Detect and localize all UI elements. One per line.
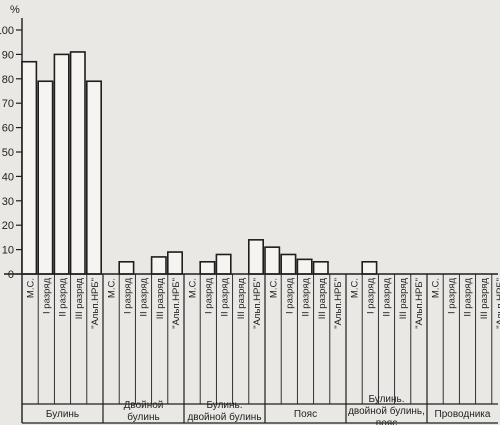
bar-category-label: I разряд <box>123 278 134 314</box>
bar <box>167 251 184 275</box>
bar-category-label: М.С. <box>430 278 441 298</box>
bar-category-label: III разряд <box>155 278 166 320</box>
y-tick-label: 30 <box>2 196 14 208</box>
group-label: двойной булинь <box>187 411 261 423</box>
bar-category-label: II разряд <box>301 278 312 317</box>
bars-layer <box>21 51 378 275</box>
bar-category-label: "Альп.НРБ" <box>414 278 425 329</box>
bar <box>118 260 135 275</box>
bar-category-label: III разряд <box>479 278 490 320</box>
group-label: пояс <box>376 418 397 425</box>
bar-category-label: "Альп.НРБ" <box>495 278 500 329</box>
bar-category-label: III разряд <box>317 278 328 320</box>
y-tick-label: 100 <box>0 25 14 37</box>
bar-category-label: I разряд <box>204 278 215 314</box>
bar-category-label: I разряд <box>366 278 377 314</box>
bar-category-label: М.С. <box>268 278 279 298</box>
bar <box>215 253 232 275</box>
bar-category-label: I разряд <box>285 278 296 314</box>
y-tick-label: 40 <box>2 171 14 183</box>
bar-category-label: "Альп.НРБ" <box>333 278 344 329</box>
bar <box>53 53 70 275</box>
bar-category-label: II разряд <box>382 278 393 317</box>
group-label: Булинь. <box>206 400 242 411</box>
bar <box>280 253 297 275</box>
bar-category-label: I разряд <box>447 278 458 314</box>
group-label: Двойной <box>124 400 164 411</box>
bar-category-label: М.С. <box>25 278 36 298</box>
bar-category-label: II разряд <box>220 278 231 317</box>
group-label: Булинь <box>46 409 79 420</box>
y-axis: 0 10 20 30 40 50 60 70 80 90 100 <box>0 18 23 423</box>
group-label: Пояс <box>294 409 317 420</box>
bar <box>69 51 86 275</box>
bar <box>150 256 167 275</box>
y-tick-label: 20 <box>2 220 14 232</box>
bar-category-label: "Альп.НРБ" <box>90 278 101 329</box>
bar-category-label: II разряд <box>139 278 150 317</box>
group-label: Проводника <box>435 409 491 420</box>
y-tick-label: 70 <box>2 98 14 110</box>
bar-category-label: "Альп.НРБ" <box>171 278 182 329</box>
bar <box>86 80 103 275</box>
y-tick-label: 60 <box>2 123 14 135</box>
bar <box>37 80 54 275</box>
bar-category-label: III разряд <box>74 278 85 320</box>
bar-category-label: "Альп.НРБ" <box>252 278 263 329</box>
bar-category-label: III разряд <box>236 278 247 320</box>
bar-category-label: III разряд <box>398 278 409 320</box>
bar-category-label: М.С. <box>187 278 198 298</box>
bar <box>312 260 329 275</box>
y-tick-label: 10 <box>2 245 14 257</box>
bar <box>248 239 265 275</box>
y-tick-label: 80 <box>2 74 14 86</box>
bar-category-label: М.С. <box>106 278 117 298</box>
y-tick-label: 90 <box>2 49 14 61</box>
y-axis-unit-label: % <box>10 4 20 16</box>
bar <box>264 246 281 275</box>
bar <box>199 260 216 275</box>
bar-category-label: I разряд <box>42 278 53 314</box>
bar-category-label: М.С. <box>349 278 360 298</box>
bar-category-label: II разряд <box>463 278 474 317</box>
bar <box>296 258 313 275</box>
bar <box>361 260 378 275</box>
group-label: булинь <box>127 411 159 423</box>
y-tick-label: 0 <box>8 269 14 281</box>
category-table: М.С. I разряд II разряд III разряд "Альп.НРБ… <box>4 273 500 425</box>
bar-category-label: II разряд <box>58 278 69 317</box>
group-label: Булинь. <box>368 394 404 405</box>
y-tick-label: 50 <box>2 147 14 159</box>
bar <box>21 60 38 275</box>
group-label: двойной булинь, <box>348 405 425 417</box>
